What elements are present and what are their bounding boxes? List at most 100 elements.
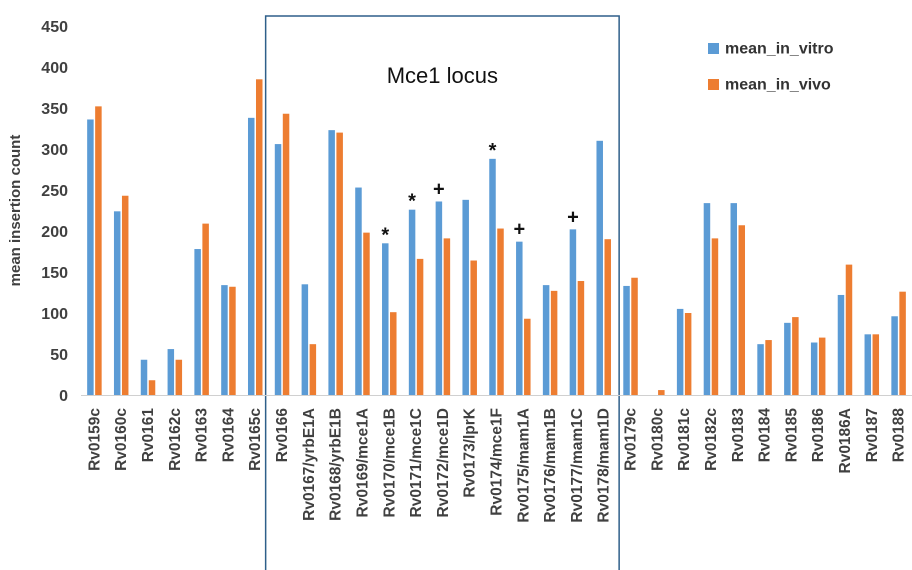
legend: mean_in_vitro mean_in_vivo xyxy=(708,41,834,94)
bar-mean-in-vitro xyxy=(864,334,872,395)
bar-mean-in-vivo xyxy=(202,223,209,395)
bar-mean-in-vitro xyxy=(757,344,764,395)
bar-mean-in-vivo xyxy=(255,79,263,396)
annotations: Mce1 locus * * + * + + xyxy=(381,63,578,246)
bar-mean-in-vivo xyxy=(309,344,317,395)
x-tick-label: Rv0186A xyxy=(837,408,854,474)
bar-mean-in-vitro xyxy=(167,349,175,395)
bar-mean-in-vitro xyxy=(301,284,309,395)
bar-mean-in-vivo xyxy=(416,258,424,395)
asterisk-annotation: * xyxy=(408,191,416,213)
bars xyxy=(87,79,906,396)
bar-mean-in-vivo xyxy=(148,380,156,395)
bar-mean-in-vivo xyxy=(738,225,746,395)
bar-mean-in-vivo xyxy=(524,318,531,395)
bar-mean-in-vivo xyxy=(363,232,370,395)
legend-label-mean-in-vitro: mean_in_vitro xyxy=(725,41,834,58)
bar-mean-in-vivo xyxy=(175,359,183,395)
x-tick-label: Rv0166 xyxy=(274,408,291,463)
y-tick-label: 0 xyxy=(59,388,68,405)
bar-mean-in-vivo xyxy=(818,337,826,395)
asterisk-annotation: * xyxy=(489,140,497,162)
axes: 0 50 100 150 200 250 300 350 400 450 mean insertio… xyxy=(7,19,912,523)
bar-mean-in-vivo xyxy=(282,113,290,396)
x-tick-label: Rv0186 xyxy=(810,408,827,463)
bar-mean-in-vitro xyxy=(113,211,121,395)
bar-mean-in-vitro xyxy=(194,249,201,395)
bar-mean-in-vivo xyxy=(390,312,397,395)
x-tick-label: Rv0159c xyxy=(86,408,103,471)
legend-swatch-mean-in-vitro xyxy=(708,43,719,54)
bar-mean-in-vitro xyxy=(837,294,845,395)
bar-mean-in-vitro xyxy=(703,203,711,395)
x-tick-label: Rv0184 xyxy=(757,408,774,463)
bar-mean-in-vitro xyxy=(542,285,550,395)
mce1-locus-box xyxy=(264,15,620,570)
x-tick-label: Rv0188 xyxy=(891,408,908,463)
bar-mean-in-vivo xyxy=(550,290,558,395)
x-tick-label: Rv0178/mam1D xyxy=(596,408,613,523)
bar-mean-in-vitro xyxy=(891,316,898,395)
mce1-locus-label: Mce1 locus xyxy=(387,63,498,88)
bar-mean-in-vitro xyxy=(730,203,738,395)
y-tick-label: 400 xyxy=(41,60,68,77)
x-tick-label: Rv0163 xyxy=(194,408,211,463)
bar-mean-in-vivo xyxy=(443,238,451,395)
bar-mean-in-vitro xyxy=(516,241,523,395)
y-tick-label: 100 xyxy=(41,306,68,323)
plus-annotation: + xyxy=(567,206,579,228)
plus-annotation: + xyxy=(433,178,445,200)
x-tick-label: Rv0174/mce1F xyxy=(489,408,506,516)
x-tick-label: Rv0165c xyxy=(247,408,264,471)
x-tick-label: Rv0167/yrbE1A xyxy=(301,408,318,521)
x-tick-label: Rv0171/mce1C xyxy=(408,408,425,517)
bar-mean-in-vitro xyxy=(489,158,496,395)
x-tick-label: Rv0173/lprK xyxy=(462,407,479,497)
bar-mean-in-vivo xyxy=(684,313,692,395)
bar-mean-in-vivo xyxy=(229,286,236,395)
bar-mean-in-vitro xyxy=(247,117,255,395)
bar-mean-in-vivo xyxy=(121,195,129,395)
x-tick-label: Rv0181c xyxy=(676,408,693,471)
plus-annotation: + xyxy=(513,219,525,241)
bar-mean-in-vivo xyxy=(470,260,477,395)
x-tick-label: Rv0185 xyxy=(783,408,800,463)
bar-mean-in-vitro xyxy=(435,201,443,395)
bar-mean-in-vitro xyxy=(462,199,469,395)
bar-mean-in-vivo xyxy=(95,106,102,396)
bar-mean-in-vivo xyxy=(792,317,799,395)
bar-mean-in-vitro xyxy=(274,144,282,395)
bar-mean-in-vivo xyxy=(899,291,906,395)
y-tick-label: 150 xyxy=(41,265,68,282)
bar-mean-in-vivo xyxy=(577,281,585,395)
x-tick-label: Rv0169/mce1A xyxy=(354,408,371,517)
bar-mean-in-vivo xyxy=(872,334,880,395)
x-tick-label: Rv0182c xyxy=(703,408,720,471)
bar-mean-in-vitro xyxy=(87,119,94,395)
x-tick-label: Rv0162c xyxy=(167,408,184,471)
x-tick-label: Rv0177/mam1C xyxy=(569,408,586,523)
bar-mean-in-vitro xyxy=(382,243,389,395)
bar-mean-in-vivo xyxy=(497,228,504,395)
mce1-locus-group xyxy=(264,15,620,570)
y-tick-label: 200 xyxy=(41,224,68,241)
bar-mean-in-vitro xyxy=(784,322,791,395)
bar-mean-in-vivo xyxy=(765,340,772,395)
x-tick-label: Rv0161 xyxy=(140,408,157,463)
bar-mean-in-vitro xyxy=(355,187,362,395)
x-tick-label: Rv0168/yrbE1B xyxy=(328,408,345,521)
bar-mean-in-vivo xyxy=(711,238,719,395)
y-tick-label: 450 xyxy=(41,19,68,36)
bar-mean-in-vitro xyxy=(328,130,335,395)
legend-label-mean-in-vivo: mean_in_vivo xyxy=(725,77,831,94)
bar-mean-in-vitro xyxy=(408,209,416,395)
bar-mean-in-vivo xyxy=(631,277,638,395)
bar-mean-in-vitro xyxy=(221,285,228,395)
y-axis-label: mean insertion count xyxy=(7,135,24,287)
x-tick-label: Rv0160c xyxy=(113,408,130,471)
bar-mean-in-vitro xyxy=(676,308,684,395)
x-tick-label: Rv0164 xyxy=(220,408,237,463)
bar-mean-in-vivo xyxy=(336,132,343,395)
legend-swatch-mean-in-vivo xyxy=(708,79,719,90)
